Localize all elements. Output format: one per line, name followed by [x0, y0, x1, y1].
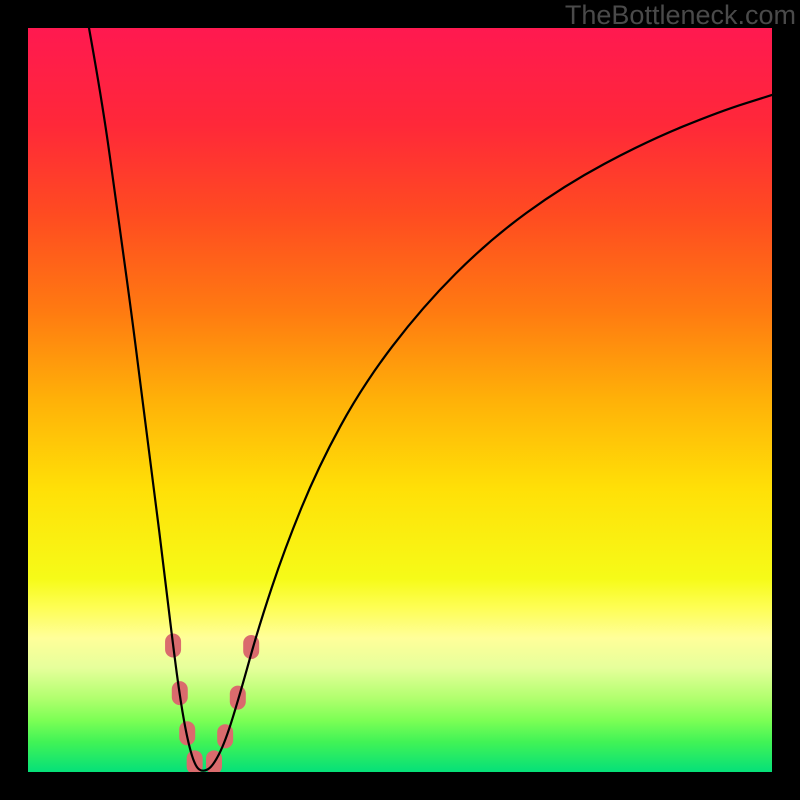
watermark-text: TheBottleneck.com: [565, 0, 796, 30]
gradient-background: [28, 28, 772, 772]
marker-bead: [217, 724, 233, 748]
chart-root: TheBottleneck.com: [0, 0, 800, 800]
bottleneck-curve-chart: TheBottleneck.com: [0, 0, 800, 800]
